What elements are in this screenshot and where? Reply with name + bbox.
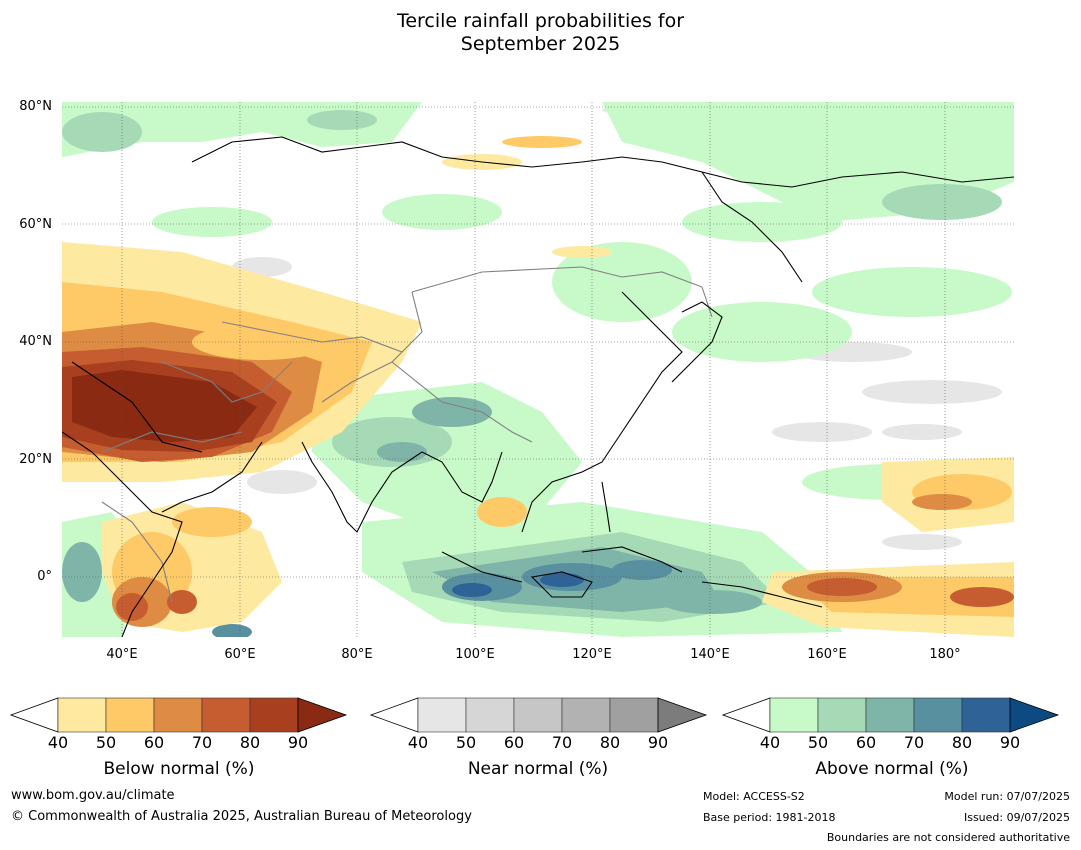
lat-label-80n: 80°N — [19, 99, 52, 114]
boundaries-disclaimer: Boundaries are not considered authoritat… — [826, 831, 1070, 844]
below-normal-title: Below normal (%) — [103, 759, 255, 779]
lon-label-160e: 160°E — [807, 647, 847, 662]
near-colorbar-tick: 80 — [599, 733, 621, 752]
lon-label-180: 180° — [929, 647, 961, 662]
above-colorbar-tick: 40 — [759, 733, 781, 752]
above-colorbar-segment — [865, 697, 915, 733]
above-colorbar-tick: 90 — [999, 733, 1021, 752]
model-name: Model: ACCESS-S2 — [703, 790, 805, 803]
website-link[interactable]: www.bom.gov.au/climate — [11, 788, 175, 803]
above-colorbar-tick: 80 — [951, 733, 973, 752]
above-colorbar-segment — [913, 697, 963, 733]
near-normal-title: Near normal (%) — [467, 759, 609, 779]
lon-label-60e: 60°E — [224, 647, 256, 662]
graticule — [62, 102, 1014, 637]
lat-label-40n: 40°N — [19, 334, 52, 349]
rainfall-probability-map — [62, 102, 1014, 637]
lat-label-60n: 60°N — [19, 217, 52, 232]
above-colorbar-segment — [961, 697, 1011, 733]
near-colorbar-tick: 40 — [407, 733, 429, 752]
lon-label-120e: 120°E — [572, 647, 612, 662]
near-colorbar-tick: 50 — [455, 733, 477, 752]
lon-label-100e: 100°E — [455, 647, 495, 662]
below-colorbar-tick: 50 — [95, 733, 117, 752]
issued-date: Issued: 09/07/2025 — [963, 811, 1070, 824]
below-colorbar-low-extension — [10, 697, 59, 733]
near-normal-colorbar — [370, 697, 708, 733]
below-colorbar-tick: 70 — [191, 733, 213, 752]
below-normal-regions — [62, 136, 1014, 637]
near-colorbar-tick: 60 — [503, 733, 525, 752]
above-colorbar-low-extension — [722, 697, 771, 733]
country-borders — [101, 266, 713, 603]
below-colorbar-tick: 80 — [239, 733, 261, 752]
lat-label-20n: 20°N — [19, 452, 52, 467]
below-normal-colorbar — [10, 697, 348, 733]
chart-title-line-2: September 2025 — [460, 33, 621, 55]
below-colorbar-segment — [153, 697, 203, 733]
above-colorbar-tick: 50 — [807, 733, 829, 752]
below-colorbar-segment — [249, 697, 299, 733]
lon-label-80e: 80°E — [341, 647, 373, 662]
near-colorbar-segment — [465, 697, 515, 733]
chart-title-line-1: Tercile rainfall probabilities for — [396, 10, 685, 32]
near-colorbar-segment — [561, 697, 611, 733]
near-colorbar-low-extension — [370, 697, 419, 733]
below-colorbar-tick: 40 — [47, 733, 69, 752]
near-colorbar-segment — [417, 697, 467, 733]
below-colorbar-high-extension — [297, 697, 348, 733]
near-colorbar-tick: 90 — [647, 733, 669, 752]
above-colorbar-tick: 70 — [903, 733, 925, 752]
coastlines — [62, 136, 1014, 637]
near-colorbar-high-extension — [657, 697, 708, 733]
below-colorbar-segment — [57, 697, 107, 733]
below-colorbar-segment — [201, 697, 251, 733]
base-period: Base period: 1981-2018 — [703, 811, 836, 824]
near-colorbar-segment — [513, 697, 563, 733]
above-normal-colorbar — [722, 697, 1060, 733]
above-colorbar-tick: 60 — [855, 733, 877, 752]
above-colorbar-high-extension — [1009, 697, 1060, 733]
near-colorbar-tick: 70 — [551, 733, 573, 752]
near-colorbar-segment — [609, 697, 659, 733]
above-colorbar-segment — [769, 697, 819, 733]
below-colorbar-tick: 90 — [287, 733, 309, 752]
model-run-date: Model run: 07/07/2025 — [944, 790, 1070, 803]
below-colorbar-segment — [105, 697, 155, 733]
above-colorbar-segment — [817, 697, 867, 733]
lon-label-40e: 40°E — [106, 647, 138, 662]
copyright-text: © Commonwealth of Australia 2025, Austra… — [11, 809, 472, 824]
above-normal-regions — [62, 102, 1014, 637]
below-colorbar-tick: 60 — [143, 733, 165, 752]
lat-label-0: 0° — [37, 569, 52, 584]
above-normal-title: Above normal (%) — [815, 759, 969, 779]
lon-label-140e: 140°E — [690, 647, 730, 662]
